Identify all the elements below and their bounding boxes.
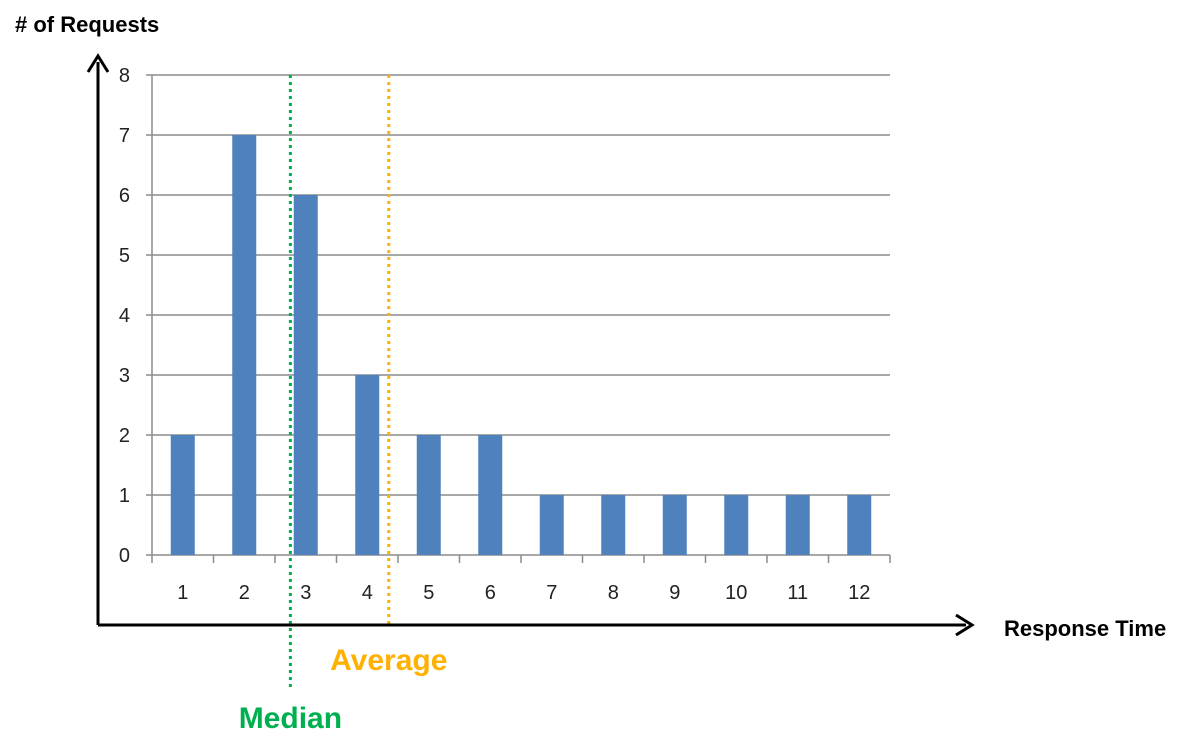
bar-8 xyxy=(601,495,626,555)
y-tick-label: 0 xyxy=(119,545,130,567)
x-tick-label: 3 xyxy=(300,582,311,604)
x-tick-label: 8 xyxy=(608,582,619,604)
bar-9 xyxy=(662,495,687,555)
bar-3 xyxy=(293,195,318,555)
average-label: Average xyxy=(330,644,447,677)
x-tick-label: 7 xyxy=(546,582,557,604)
gridlines xyxy=(146,74,891,563)
reference-lines: Median Average xyxy=(239,75,447,735)
bar-7 xyxy=(539,495,564,555)
y-tick-label: 5 xyxy=(119,245,130,267)
bar-6 xyxy=(478,435,503,555)
x-tick-label: 2 xyxy=(239,582,250,604)
y-axis-title: # of Requests xyxy=(15,12,159,37)
bar-11 xyxy=(785,495,810,555)
x-tick-label: 5 xyxy=(423,582,434,604)
bar-5 xyxy=(416,435,441,555)
x-tick-label: 6 xyxy=(485,582,496,604)
bar-2 xyxy=(232,135,257,555)
y-tick-label: 3 xyxy=(119,365,130,387)
x-tick-label: 4 xyxy=(362,582,373,604)
x-tick-label: 12 xyxy=(848,582,870,604)
x-axis-title: Response Time xyxy=(1004,616,1166,641)
bar-12 xyxy=(847,495,872,555)
y-tick-label: 8 xyxy=(119,65,130,87)
y-tick-label: 2 xyxy=(119,425,130,447)
y-tick-label: 7 xyxy=(119,125,130,147)
y-tick-label: 4 xyxy=(119,305,130,327)
y-axis-arrow-icon xyxy=(86,53,110,73)
bars xyxy=(170,135,872,555)
x-tick-label: 10 xyxy=(725,582,747,604)
y-tick-label: 6 xyxy=(119,185,130,207)
y-tick-label: 1 xyxy=(119,485,130,507)
x-tick-label: 9 xyxy=(669,582,680,604)
bar-1 xyxy=(170,435,195,555)
x-axis-arrow-icon xyxy=(955,613,975,637)
bar-10 xyxy=(724,495,749,555)
median-label: Median xyxy=(239,702,342,735)
x-tick-label: 1 xyxy=(177,582,188,604)
x-tick-label: 11 xyxy=(787,582,808,604)
bar-4 xyxy=(355,375,380,555)
